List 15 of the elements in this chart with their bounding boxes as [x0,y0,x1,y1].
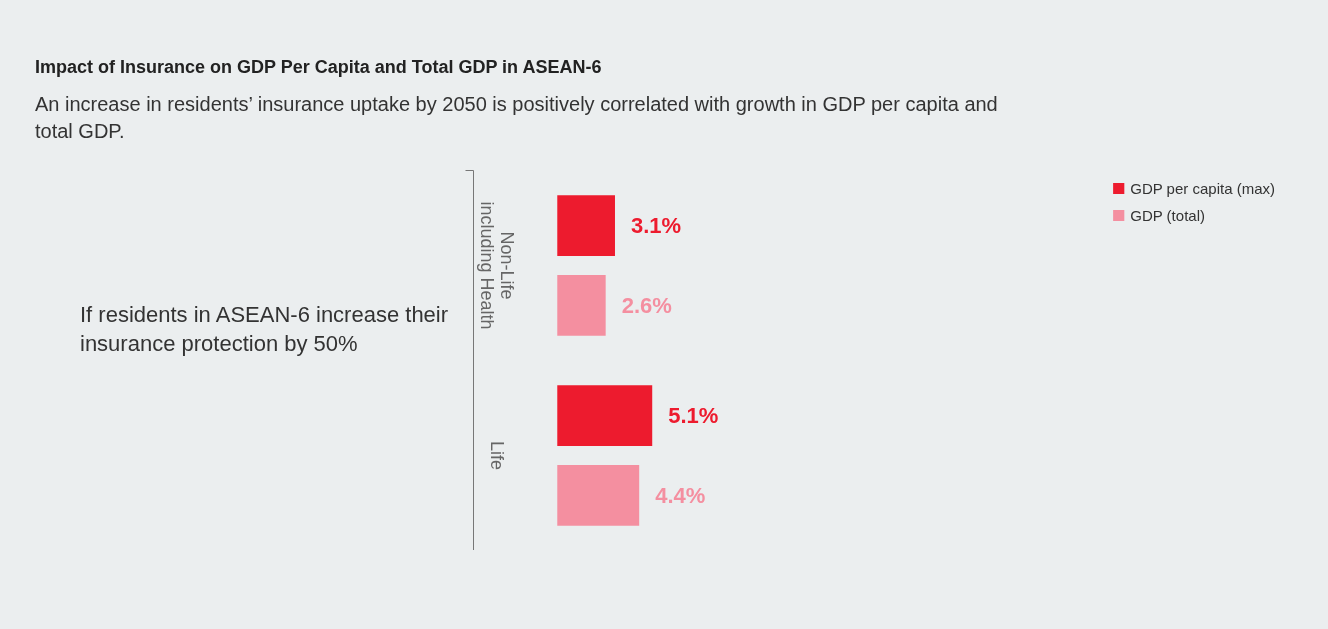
y-tick-label: Non-Life including Health [476,201,517,330]
bar [557,274,606,336]
bar [557,384,653,446]
data-label: 4.4% [655,482,706,508]
y-tick-label: Life [486,440,507,470]
legend-label: GDP (total) [1130,206,1205,224]
chart-subtitle: An increase in residents’ insurance uptake by 2050 is positively correlated with growth in GDP per capita and total GDP. [35,91,999,144]
text: If residents in ASEAN-6 increase their insurance protection by 50% [80,300,450,359]
data-label: 5.1% [668,402,719,428]
data-label: 3.1% [630,212,682,238]
bar [557,194,615,256]
legend-label: GDP per capita (max) [1130,179,1275,197]
text: Impact of Insurance on GDP Per Capita and Total GDP in ASEAN-6 [35,56,602,79]
bar [557,464,640,526]
data-label: 2.6% [621,292,672,318]
